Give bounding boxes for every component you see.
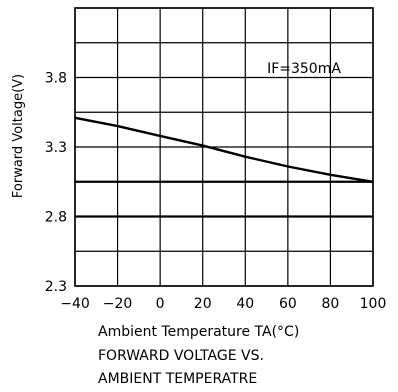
x-tick-label: 80	[322, 296, 340, 312]
x-axis-label: Ambient Temperature TA(°C)	[98, 324, 299, 340]
y-tick-label: 3.8	[45, 71, 67, 87]
y-tick-label: 3.3	[45, 140, 67, 156]
caption-line-2: AMBIENT TEMPERATRE	[98, 371, 257, 387]
y-tick-label: 2.8	[45, 210, 67, 226]
x-tick-label: 60	[279, 296, 297, 312]
x-tick-label: −40	[60, 296, 90, 312]
caption-line-1: FORWARD VOLTAGE VS.	[98, 348, 264, 364]
x-tick-label: −20	[103, 296, 133, 312]
y-axis-label: Forward Voltage(V)	[11, 74, 26, 198]
y-tick-label: 2.3	[45, 279, 67, 295]
plot-frame	[74, 7, 374, 287]
series-line	[74, 116, 374, 183]
annotation-label: IF=350mA	[267, 61, 341, 77]
x-tick-labels: −40 −20 0 20 40 60 80 100	[60, 296, 386, 312]
x-tick-label: 40	[236, 296, 254, 312]
horizontal-gridlines	[75, 7, 373, 287]
x-tick-label: 100	[360, 296, 387, 312]
y-tick-labels: 2.3 2.8 3.3 3.8	[45, 71, 67, 296]
x-tick-label: 0	[156, 296, 165, 312]
x-tick-label: 20	[194, 296, 212, 312]
reference-lines	[75, 180, 373, 218]
